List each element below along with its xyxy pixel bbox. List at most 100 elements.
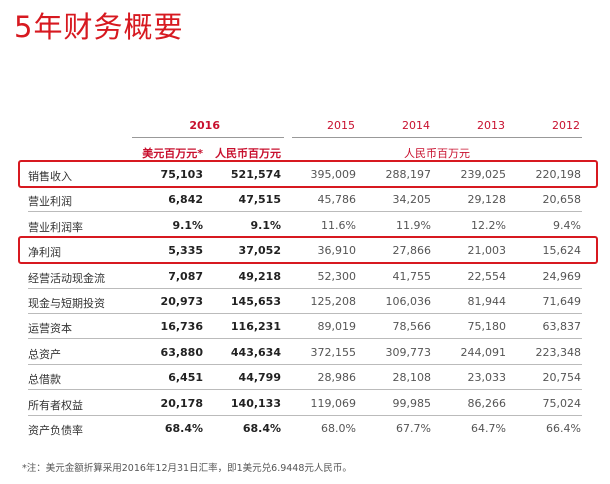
cell-y2015: 11.6% <box>321 218 356 232</box>
cell-rmb2016: 140,133 <box>230 396 281 410</box>
year-2012-header: 2012 <box>552 119 580 132</box>
cell-usd: 5,335 <box>168 244 203 258</box>
cell-y2013: 21,003 <box>467 244 507 258</box>
cell-usd: 68.4% <box>164 422 203 435</box>
cell-y2012: 71,649 <box>542 295 582 308</box>
cell-rmb2016: 44,799 <box>238 371 281 385</box>
cell-rmb2016: 521,574 <box>230 168 281 181</box>
cell-y2014: 99,985 <box>392 396 432 410</box>
row-label: 营业利润率 <box>28 220 83 234</box>
cell-y2015: 45,786 <box>317 193 357 207</box>
row-label: 所有者权益 <box>28 398 83 412</box>
cell-usd: 20,178 <box>160 396 203 410</box>
cell-y2015: 119,069 <box>310 396 357 410</box>
cell-y2012: 220,198 <box>535 168 582 181</box>
cell-usd: 75,103 <box>160 168 203 181</box>
cell-y2012: 75,024 <box>542 396 582 410</box>
row-label: 资产负债率 <box>28 424 83 437</box>
cell-y2014: 41,755 <box>392 269 432 283</box>
cell-y2013: 75,180 <box>467 320 507 334</box>
cell-y2013: 64.7% <box>471 422 506 435</box>
cell-rmb2016: 68.4% <box>242 422 281 435</box>
cell-usd: 6,842 <box>168 193 203 207</box>
year-2014-header: 2014 <box>402 119 430 132</box>
cell-y2012: 15,624 <box>542 244 582 258</box>
cell-y2015: 89,019 <box>317 320 357 334</box>
cell-y2014: 78,566 <box>392 320 432 334</box>
cell-y2014: 288,197 <box>385 168 432 181</box>
row-divider <box>28 414 582 416</box>
cell-y2012: 20,658 <box>542 193 582 207</box>
table-row: 所有者权益 20,178 140,133 119,069 99,985 86,266 75,… <box>0 391 610 416</box>
header-divider-hist <box>292 137 582 138</box>
cell-rmb2016: 9.1% <box>250 218 281 232</box>
page-title: 5年财务概要 <box>14 10 184 44</box>
cell-usd: 7,087 <box>168 269 203 283</box>
cell-y2014: 309,773 <box>385 345 432 359</box>
cell-rmb2016: 145,653 <box>230 295 281 308</box>
cell-y2015: 28,986 <box>317 371 357 385</box>
highlight-box-revenue <box>18 160 598 188</box>
cell-y2012: 66.4% <box>546 422 581 435</box>
row-label: 销售收入 <box>28 170 72 183</box>
cell-y2012: 9.4% <box>553 218 581 232</box>
cell-y2013: 23,033 <box>467 371 507 385</box>
footnote: *注：美元金额折算采用2016年12月31日汇率，即1美元兑6.9448元人民币… <box>22 463 352 474</box>
row-divider <box>28 287 582 289</box>
cell-usd: 9.1% <box>172 218 203 232</box>
row-divider <box>28 338 582 340</box>
cell-y2014: 34,205 <box>392 193 432 207</box>
row-label: 经营活动现金流 <box>28 271 105 285</box>
cell-y2012: 24,969 <box>542 269 582 283</box>
sub-usd-header: 美元百万元* <box>142 147 203 160</box>
cell-y2014: 106,036 <box>385 295 432 308</box>
cell-rmb2016: 443,634 <box>230 345 281 359</box>
cell-y2014: 11.9% <box>396 218 431 232</box>
cell-usd: 16,736 <box>160 320 203 334</box>
header-divider-2016 <box>132 137 284 138</box>
sub-rmb-hist-header: 人民币百万元 <box>404 147 470 160</box>
cell-y2015: 125,208 <box>310 295 357 308</box>
cell-usd: 63,880 <box>160 345 203 359</box>
cell-rmb2016: 116,231 <box>230 320 281 334</box>
year-2013-header: 2013 <box>477 119 505 132</box>
cell-usd: 6,451 <box>168 371 203 385</box>
cell-y2013: 239,025 <box>460 168 507 181</box>
cell-y2014: 27,866 <box>392 244 432 258</box>
row-label: 现金与短期投资 <box>28 297 105 310</box>
cell-y2015: 68.0% <box>321 422 356 435</box>
cell-y2014: 28,108 <box>392 371 432 385</box>
table-row: 营业利润率 9.1% 9.1% 11.6% 11.9% 12.2% 9.4% <box>0 213 610 238</box>
cell-y2013: 12.2% <box>471 218 506 232</box>
table-row: 总借款 6,451 44,799 28,986 28,108 23,033 20,754 <box>0 365 610 391</box>
cell-y2015: 52,300 <box>317 269 357 283</box>
highlight-box-net-profit <box>18 236 598 264</box>
cell-y2013: 22,554 <box>467 269 507 283</box>
cell-y2013: 244,091 <box>460 345 507 359</box>
row-label: 营业利润 <box>28 195 72 209</box>
table-row: 总资产 63,880 443,634 372,155 309,773 244,091 223… <box>0 340 610 365</box>
row-label: 净利润 <box>28 246 61 260</box>
row-label: 总资产 <box>28 347 61 361</box>
table-row: 资产负债率 68.4% 68.4% 68.0% 67.7% 64.7% 66.4% <box>0 416 610 441</box>
table-row: 营业利润 6,842 47,515 45,786 34,205 29,128 20,658 <box>0 187 610 213</box>
cell-y2012: 63,837 <box>542 320 582 334</box>
table-row: 运营资本 16,736 116,231 89,019 78,566 75,180 63,83… <box>0 314 610 340</box>
year-2015-header: 2015 <box>327 119 355 132</box>
table-row: 现金与短期投资 20,973 145,653 125,208 106,036 81,944… <box>0 289 610 314</box>
cell-usd: 20,973 <box>160 295 203 308</box>
cell-y2013: 29,128 <box>467 193 507 207</box>
row-divider <box>28 211 582 213</box>
row-label: 运营资本 <box>28 322 72 336</box>
row-divider <box>28 389 582 391</box>
cell-rmb2016: 49,218 <box>238 269 281 283</box>
row-divider <box>28 313 582 314</box>
cell-y2012: 223,348 <box>535 345 582 359</box>
sub-rmb-header: 人民币百万元 <box>215 147 281 160</box>
cell-rmb2016: 37,052 <box>238 244 281 258</box>
row-divider <box>28 363 582 365</box>
year-2016-header: 2016 <box>189 119 220 132</box>
cell-y2014: 67.7% <box>396 422 431 435</box>
cell-y2015: 372,155 <box>310 345 357 359</box>
table-row: 经营活动现金流 7,087 49,218 52,300 41,755 22,554 24,9… <box>0 264 610 289</box>
